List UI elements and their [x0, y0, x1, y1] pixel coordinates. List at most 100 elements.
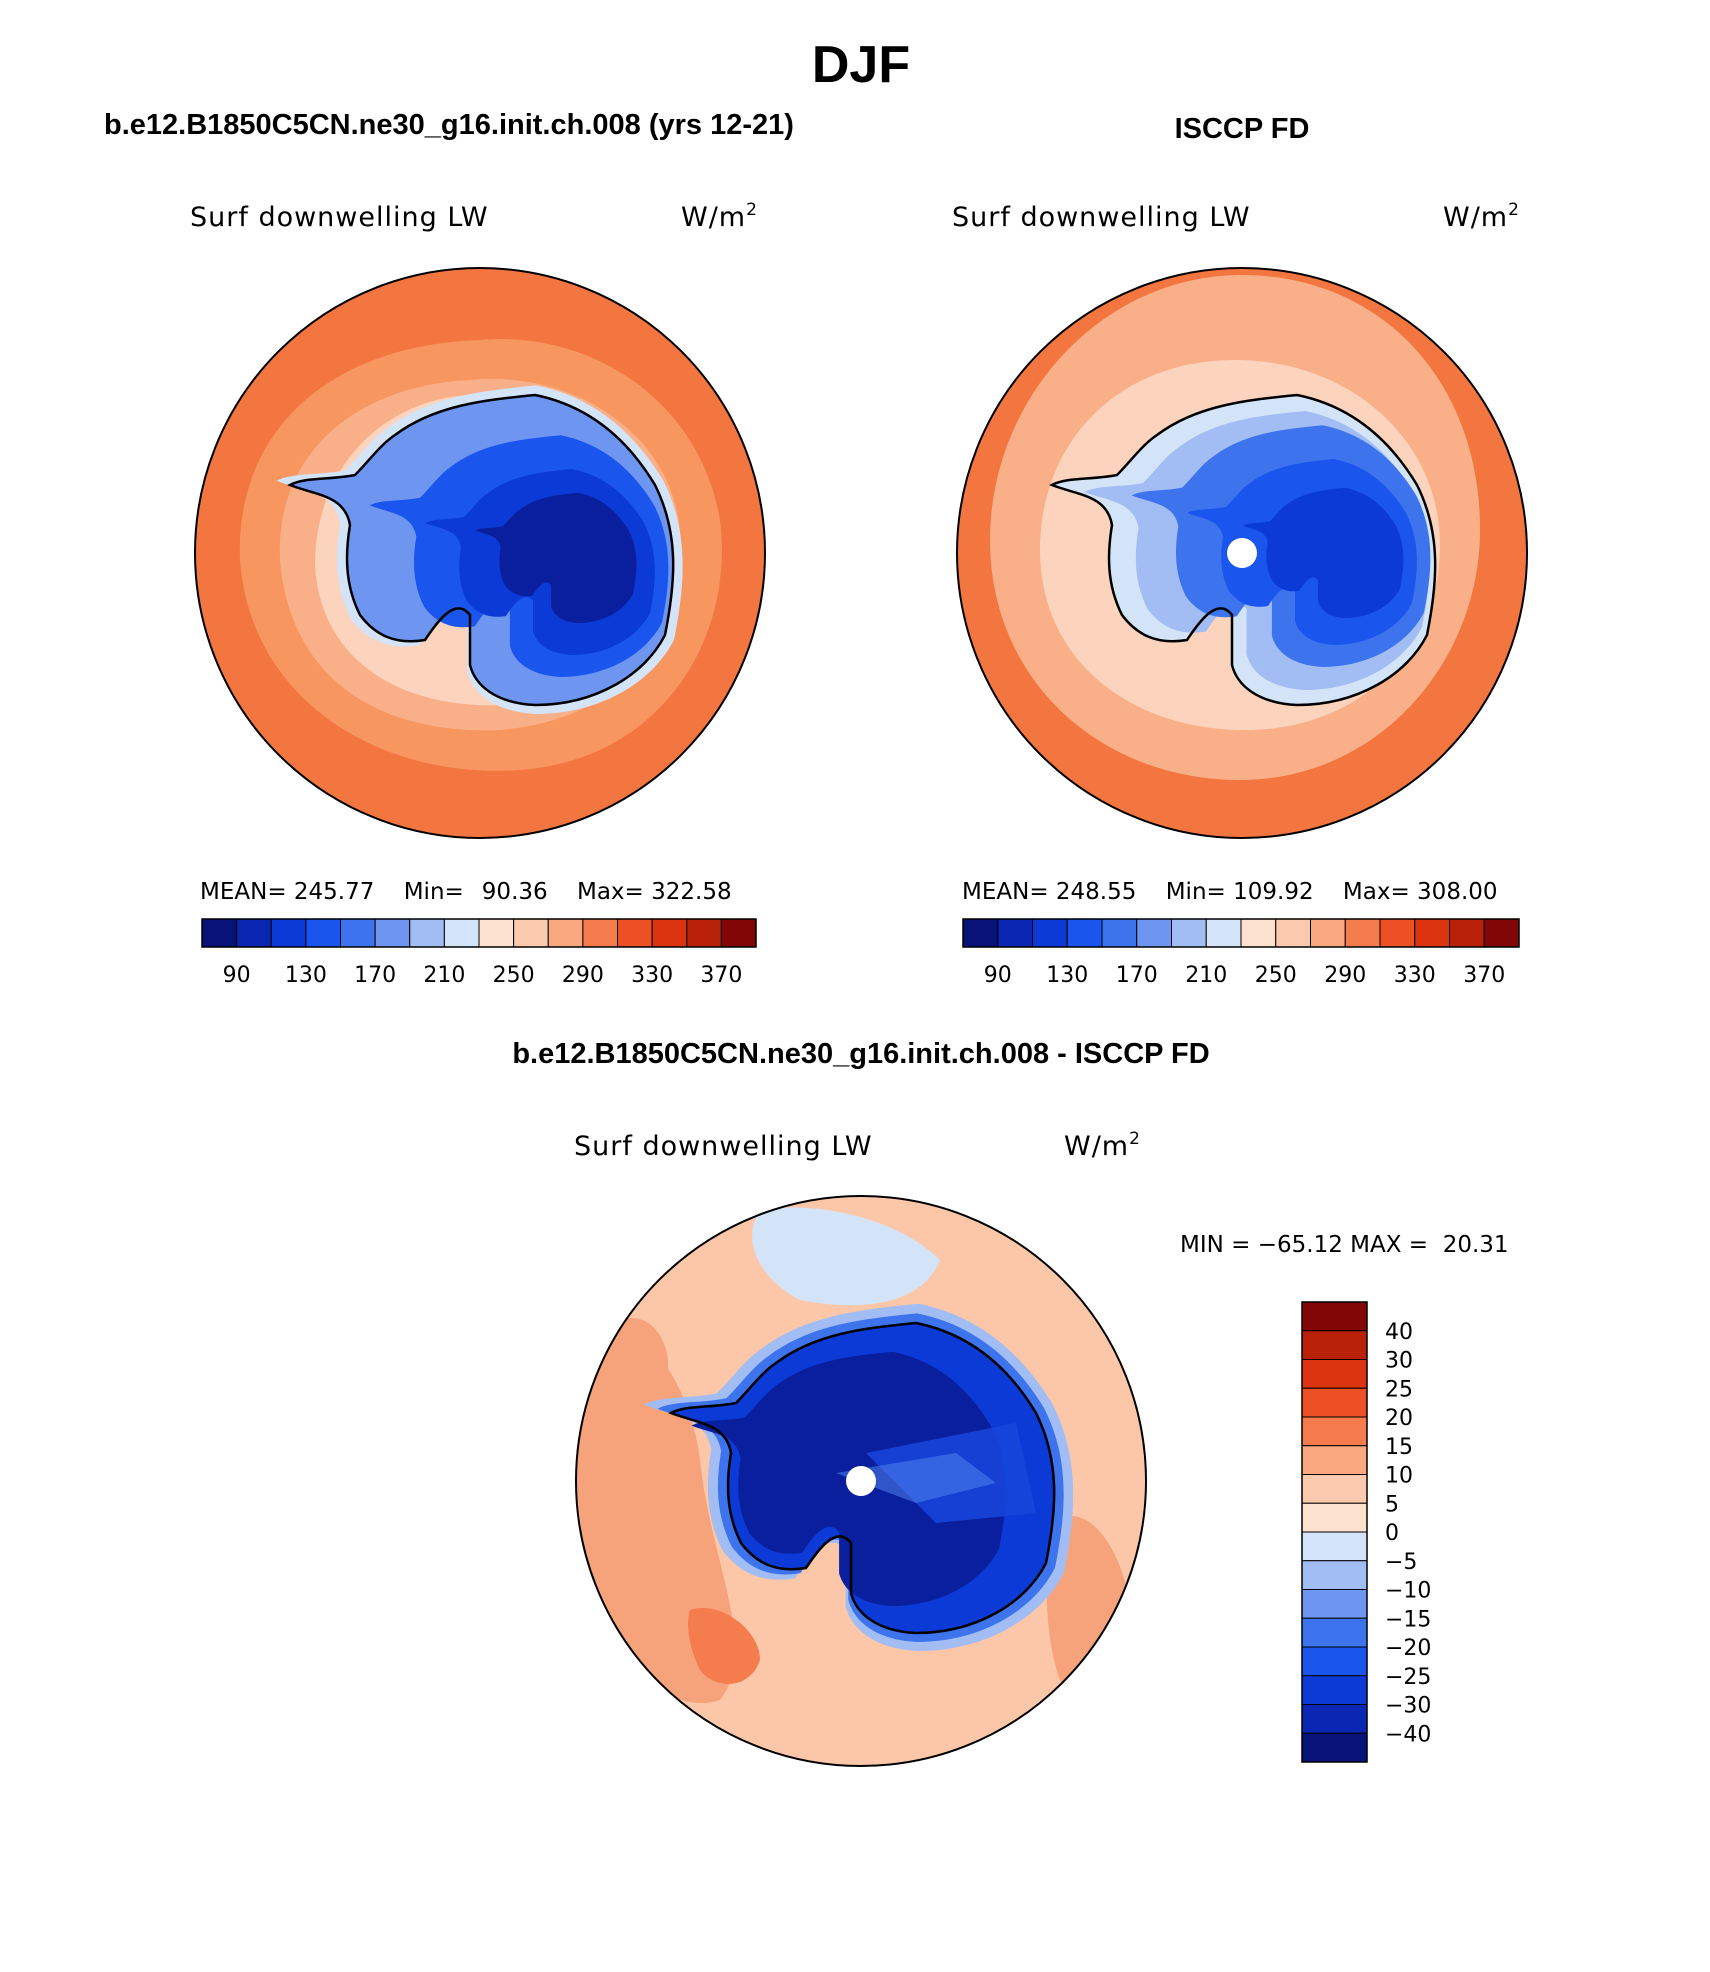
model-colorbar-tick-label: 370 — [700, 963, 742, 988]
obs-colorbar-tick-label: 210 — [1185, 963, 1227, 988]
obs-colorbar-swatch — [1171, 918, 1207, 948]
diff-colorbar-swatch — [1301, 1445, 1368, 1475]
model-colorbar-swatch — [617, 918, 653, 948]
model-colorbar-tick-label: 170 — [354, 963, 396, 988]
diff-colorbar-tick-label: 40 — [1385, 1320, 1413, 1345]
model-colorbar-swatch — [478, 918, 515, 948]
diff-colorbar-swatch — [1301, 1531, 1368, 1562]
model-colorbar-swatch — [305, 918, 341, 948]
obs-colorbar-tick-label: 290 — [1324, 963, 1366, 988]
obs-colorbar-swatch — [1205, 918, 1242, 948]
model-colorbar-tick-label: 250 — [493, 963, 535, 988]
model-colorbar-tick-label: 290 — [562, 963, 604, 988]
diff-colorbar-swatch — [1301, 1646, 1368, 1677]
obs-colorbar-swatch — [1101, 918, 1138, 948]
diff-colorbar-tick-label: −15 — [1385, 1607, 1431, 1632]
model-colorbar-swatch — [340, 918, 376, 948]
panel-diff-map — [576, 1196, 1146, 1766]
panel-obs-title: ISCCP FD — [1175, 113, 1310, 145]
diff-colorbar-swatch — [1301, 1474, 1368, 1504]
panel-model-map — [195, 268, 765, 838]
diff-colorbar-tick-label: −20 — [1385, 1636, 1431, 1661]
diff-colorbar-swatch — [1301, 1416, 1368, 1447]
model-colorbar-tick-label: 330 — [631, 963, 673, 988]
diff-colorbar-swatch — [1301, 1617, 1368, 1648]
panel-model-colorbar: 90 130 170 210 250 290 330 370 — [201, 918, 757, 988]
model-colorbar-swatch — [651, 918, 688, 948]
model-colorbar-swatch — [547, 918, 584, 948]
model-colorbar-swatch — [374, 918, 411, 948]
panel-diff-units: W/m2 — [1064, 1129, 1141, 1162]
diff-colorbar-swatch — [1301, 1704, 1368, 1734]
model-colorbar-tick-label: 90 — [223, 963, 251, 988]
diff-colorbar-swatch — [1301, 1589, 1368, 1619]
model-colorbar-tick-label: 130 — [285, 963, 327, 988]
obs-colorbar-swatch — [1344, 918, 1381, 948]
model-colorbar-swatch — [270, 918, 307, 948]
model-colorbar-frame — [201, 918, 757, 948]
obs-colorbar-swatch — [1032, 918, 1068, 948]
obs-colorbar-swatch — [1136, 918, 1172, 948]
panel-obs-units: W/m2 — [1443, 200, 1520, 233]
obs-colorbar-swatch — [1240, 918, 1277, 948]
diff-colorbar-swatch — [1301, 1359, 1368, 1389]
figure-title: DJF — [812, 36, 910, 94]
panel-obs-colorbar: 90 130 170 210 250 290 330 370 — [962, 918, 1520, 988]
diff-colorbar-tick-label: 15 — [1385, 1435, 1413, 1460]
model-colorbar-swatch — [513, 918, 549, 948]
panel-model-field-label: Surf downwelling LW — [190, 202, 489, 233]
model-colorbar-swatch — [409, 918, 445, 948]
panel-model-stats: MEAN= 245.77 Min= 90.36 Max= 322.58 — [200, 879, 732, 905]
panel-model: b.e12.B1850C5CN.ne30_g16.init.ch.008 (yr… — [104, 109, 794, 988]
obs-colorbar-swatch — [1379, 918, 1416, 948]
panel-obs-map — [957, 268, 1527, 838]
obs-colorbar-tick-label: 330 — [1394, 963, 1436, 988]
diff-colorbar-tick-label: 10 — [1385, 1464, 1413, 1489]
diff-colorbar-swatch — [1301, 1502, 1368, 1533]
obs-colorbar-tick-label: 130 — [1046, 963, 1088, 988]
diff-colorbar-tick-label: −25 — [1385, 1665, 1431, 1690]
diff-colorbar-swatch — [1301, 1387, 1368, 1418]
obs-colorbar-swatch — [1275, 918, 1311, 948]
obs-colorbar-swatch — [1483, 918, 1520, 948]
panel-obs: ISCCP FD Surf downwelling LW W/m2 MEAN= … — [952, 113, 1528, 988]
panel-obs-stats: MEAN= 248.55 Min= 109.92 Max= 308.00 — [962, 879, 1498, 905]
diff-colorbar-tick-label: −10 — [1385, 1579, 1431, 1604]
obs-colorbar-tick-label: 170 — [1116, 963, 1158, 988]
diff-colorbar-tick-label: 5 — [1385, 1492, 1399, 1517]
diff-colorbar-swatch — [1301, 1330, 1368, 1360]
model-colorbar-swatch — [443, 918, 480, 948]
diff-colorbar-swatch — [1301, 1675, 1368, 1705]
diff-colorbar-swatch — [1301, 1560, 1368, 1590]
model-colorbar-swatch — [720, 918, 757, 948]
panel-diff-colorbar: 40 30 25 20 15 10 5 0 −5 −10 −15 −20 −25 −30 −40 — [1301, 1301, 1431, 1763]
obs-colorbar-swatch — [1449, 918, 1485, 948]
diff-colorbar-tick-label: 20 — [1385, 1406, 1413, 1431]
obs-colorbar-swatch — [1066, 918, 1103, 948]
obs-colorbar-swatch — [962, 918, 999, 948]
obs-colorbar-tick-label: 370 — [1463, 963, 1505, 988]
diff-colorbar-frame — [1301, 1301, 1368, 1763]
panel-model-title: b.e12.B1850C5CN.ne30_g16.init.ch.008 (yr… — [104, 109, 794, 141]
diff-colorbar-tick-label: 0 — [1385, 1521, 1399, 1546]
diff-colorbar-tick-label: −5 — [1385, 1550, 1417, 1575]
diff-colorbar-tick-label: 25 — [1385, 1377, 1413, 1402]
model-colorbar-swatch — [201, 918, 238, 948]
obs-colorbar-frame — [962, 918, 1520, 948]
obs-colorbar-tick-label: 250 — [1255, 963, 1297, 988]
model-colorbar-swatch — [686, 918, 722, 948]
diff-colorbar-tick-label: −40 — [1385, 1722, 1431, 1747]
panel-diff: b.e12.B1850C5CN.ne30_g16.init.ch.008 - I… — [512, 1038, 1509, 1767]
model-colorbar-swatch — [582, 918, 618, 948]
panel-diff-stats: MIN = −65.12 MAX = 20.31 — [1180, 1232, 1509, 1258]
obs-colorbar-swatch — [1414, 918, 1450, 948]
panel-diff-title: b.e12.B1850C5CN.ne30_g16.init.ch.008 - I… — [512, 1038, 1209, 1070]
obs-colorbar-swatch — [997, 918, 1033, 948]
panel-model-units: W/m2 — [681, 200, 758, 233]
model-colorbar-tick-label: 210 — [423, 963, 465, 988]
diff-colorbar-swatch — [1301, 1732, 1368, 1763]
diff-colorbar-swatch — [1301, 1301, 1368, 1332]
panel-diff-field-label: Surf downwelling LW — [574, 1131, 873, 1162]
diff-colorbar-tick-label: −30 — [1385, 1694, 1431, 1719]
